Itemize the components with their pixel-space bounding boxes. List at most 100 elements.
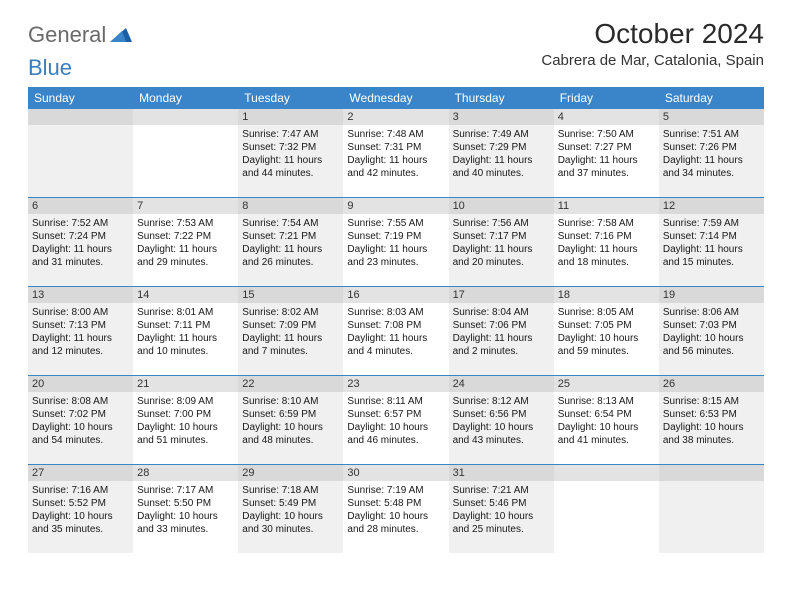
day-number: 30 bbox=[343, 465, 448, 481]
day-sunset: Sunset: 7:17 PM bbox=[453, 230, 550, 243]
day-number: 11 bbox=[554, 198, 659, 214]
day-number: 24 bbox=[449, 376, 554, 392]
day-sunrise: Sunrise: 8:12 AM bbox=[453, 395, 550, 408]
day-10: 10Sunrise: 7:56 AMSunset: 7:17 PMDayligh… bbox=[449, 198, 554, 286]
day-number: 23 bbox=[343, 376, 448, 392]
weekday-thursday: Thursday bbox=[449, 87, 554, 109]
day-sunrise: Sunrise: 7:16 AM bbox=[32, 484, 129, 497]
day-day1: Daylight: 10 hours bbox=[347, 510, 444, 523]
day-sunrise: Sunrise: 8:03 AM bbox=[347, 306, 444, 319]
day-30: 30Sunrise: 7:19 AMSunset: 5:48 PMDayligh… bbox=[343, 465, 448, 553]
page: General October 2024 Cabrera de Mar, Cat… bbox=[0, 0, 792, 563]
day-day1: Daylight: 10 hours bbox=[32, 510, 129, 523]
weeks-container: 1Sunrise: 7:47 AMSunset: 7:32 PMDaylight… bbox=[28, 109, 764, 553]
day-day1: Daylight: 11 hours bbox=[347, 332, 444, 345]
day-sunrise: Sunrise: 7:59 AM bbox=[663, 217, 760, 230]
day-17: 17Sunrise: 8:04 AMSunset: 7:06 PMDayligh… bbox=[449, 287, 554, 375]
day-day1: Daylight: 10 hours bbox=[453, 510, 550, 523]
day-number bbox=[554, 465, 659, 481]
day-sunset: Sunset: 6:53 PM bbox=[663, 408, 760, 421]
day-day1: Daylight: 10 hours bbox=[558, 421, 655, 434]
day-day1: Daylight: 10 hours bbox=[137, 510, 234, 523]
day-day1: Daylight: 11 hours bbox=[242, 154, 339, 167]
day-number: 8 bbox=[238, 198, 343, 214]
day-day1: Daylight: 11 hours bbox=[453, 332, 550, 345]
day-sunrise: Sunrise: 7:48 AM bbox=[347, 128, 444, 141]
day-day2: and 30 minutes. bbox=[242, 523, 339, 536]
day-day2: and 26 minutes. bbox=[242, 256, 339, 269]
day-day2: and 25 minutes. bbox=[453, 523, 550, 536]
day-sunrise: Sunrise: 7:58 AM bbox=[558, 217, 655, 230]
day-sunset: Sunset: 7:02 PM bbox=[32, 408, 129, 421]
day-day1: Daylight: 11 hours bbox=[137, 332, 234, 345]
day-day2: and 12 minutes. bbox=[32, 345, 129, 358]
day-day1: Daylight: 11 hours bbox=[32, 332, 129, 345]
day-sunrise: Sunrise: 8:11 AM bbox=[347, 395, 444, 408]
weekday-row: SundayMondayTuesdayWednesdayThursdayFrid… bbox=[28, 87, 764, 109]
day-sunset: Sunset: 7:31 PM bbox=[347, 141, 444, 154]
day-number: 13 bbox=[28, 287, 133, 303]
week-row: 13Sunrise: 8:00 AMSunset: 7:13 PMDayligh… bbox=[28, 286, 764, 375]
day-sunset: Sunset: 6:59 PM bbox=[242, 408, 339, 421]
day-22: 22Sunrise: 8:10 AMSunset: 6:59 PMDayligh… bbox=[238, 376, 343, 464]
day-day1: Daylight: 11 hours bbox=[558, 154, 655, 167]
logo-word1: General bbox=[28, 22, 106, 48]
day-sunrise: Sunrise: 7:53 AM bbox=[137, 217, 234, 230]
day-sunset: Sunset: 7:32 PM bbox=[242, 141, 339, 154]
day-number: 29 bbox=[238, 465, 343, 481]
day-3: 3Sunrise: 7:49 AMSunset: 7:29 PMDaylight… bbox=[449, 109, 554, 197]
day-sunset: Sunset: 6:54 PM bbox=[558, 408, 655, 421]
day-day2: and 33 minutes. bbox=[137, 523, 234, 536]
day-2: 2Sunrise: 7:48 AMSunset: 7:31 PMDaylight… bbox=[343, 109, 448, 197]
weekday-tuesday: Tuesday bbox=[238, 87, 343, 109]
logo-triangle-icon bbox=[110, 22, 132, 48]
day-26: 26Sunrise: 8:15 AMSunset: 6:53 PMDayligh… bbox=[659, 376, 764, 464]
day-day2: and 54 minutes. bbox=[32, 434, 129, 447]
day-day2: and 18 minutes. bbox=[558, 256, 655, 269]
day-18: 18Sunrise: 8:05 AMSunset: 7:05 PMDayligh… bbox=[554, 287, 659, 375]
day-sunrise: Sunrise: 7:18 AM bbox=[242, 484, 339, 497]
day-day2: and 43 minutes. bbox=[453, 434, 550, 447]
day-sunrise: Sunrise: 7:52 AM bbox=[32, 217, 129, 230]
day-24: 24Sunrise: 8:12 AMSunset: 6:56 PMDayligh… bbox=[449, 376, 554, 464]
month-title: October 2024 bbox=[541, 18, 764, 50]
day-sunrise: Sunrise: 8:15 AM bbox=[663, 395, 760, 408]
day-sunset: Sunset: 7:08 PM bbox=[347, 319, 444, 332]
day-day2: and 51 minutes. bbox=[137, 434, 234, 447]
day-empty bbox=[133, 109, 238, 197]
day-sunset: Sunset: 7:14 PM bbox=[663, 230, 760, 243]
day-28: 28Sunrise: 7:17 AMSunset: 5:50 PMDayligh… bbox=[133, 465, 238, 553]
day-number: 5 bbox=[659, 109, 764, 125]
day-day1: Daylight: 10 hours bbox=[32, 421, 129, 434]
day-9: 9Sunrise: 7:55 AMSunset: 7:19 PMDaylight… bbox=[343, 198, 448, 286]
day-number: 28 bbox=[133, 465, 238, 481]
day-sunrise: Sunrise: 8:02 AM bbox=[242, 306, 339, 319]
day-number: 25 bbox=[554, 376, 659, 392]
day-sunset: Sunset: 7:03 PM bbox=[663, 319, 760, 332]
day-sunset: Sunset: 7:16 PM bbox=[558, 230, 655, 243]
day-sunset: Sunset: 7:13 PM bbox=[32, 319, 129, 332]
day-sunrise: Sunrise: 7:17 AM bbox=[137, 484, 234, 497]
day-number: 17 bbox=[449, 287, 554, 303]
day-4: 4Sunrise: 7:50 AMSunset: 7:27 PMDaylight… bbox=[554, 109, 659, 197]
day-sunset: Sunset: 7:09 PM bbox=[242, 319, 339, 332]
day-day2: and 38 minutes. bbox=[663, 434, 760, 447]
day-sunrise: Sunrise: 7:54 AM bbox=[242, 217, 339, 230]
day-number: 2 bbox=[343, 109, 448, 125]
day-number: 26 bbox=[659, 376, 764, 392]
weekday-saturday: Saturday bbox=[659, 87, 764, 109]
day-day2: and 28 minutes. bbox=[347, 523, 444, 536]
day-5: 5Sunrise: 7:51 AMSunset: 7:26 PMDaylight… bbox=[659, 109, 764, 197]
day-day1: Daylight: 10 hours bbox=[242, 421, 339, 434]
day-sunset: Sunset: 7:26 PM bbox=[663, 141, 760, 154]
week-row: 6Sunrise: 7:52 AMSunset: 7:24 PMDaylight… bbox=[28, 197, 764, 286]
day-day1: Daylight: 11 hours bbox=[32, 243, 129, 256]
logo: General bbox=[28, 18, 132, 48]
week-row: 1Sunrise: 7:47 AMSunset: 7:32 PMDaylight… bbox=[28, 109, 764, 197]
day-day2: and 35 minutes. bbox=[32, 523, 129, 536]
weekday-friday: Friday bbox=[554, 87, 659, 109]
day-day2: and 20 minutes. bbox=[453, 256, 550, 269]
day-day1: Daylight: 10 hours bbox=[558, 332, 655, 345]
day-number: 27 bbox=[28, 465, 133, 481]
day-number bbox=[133, 109, 238, 125]
